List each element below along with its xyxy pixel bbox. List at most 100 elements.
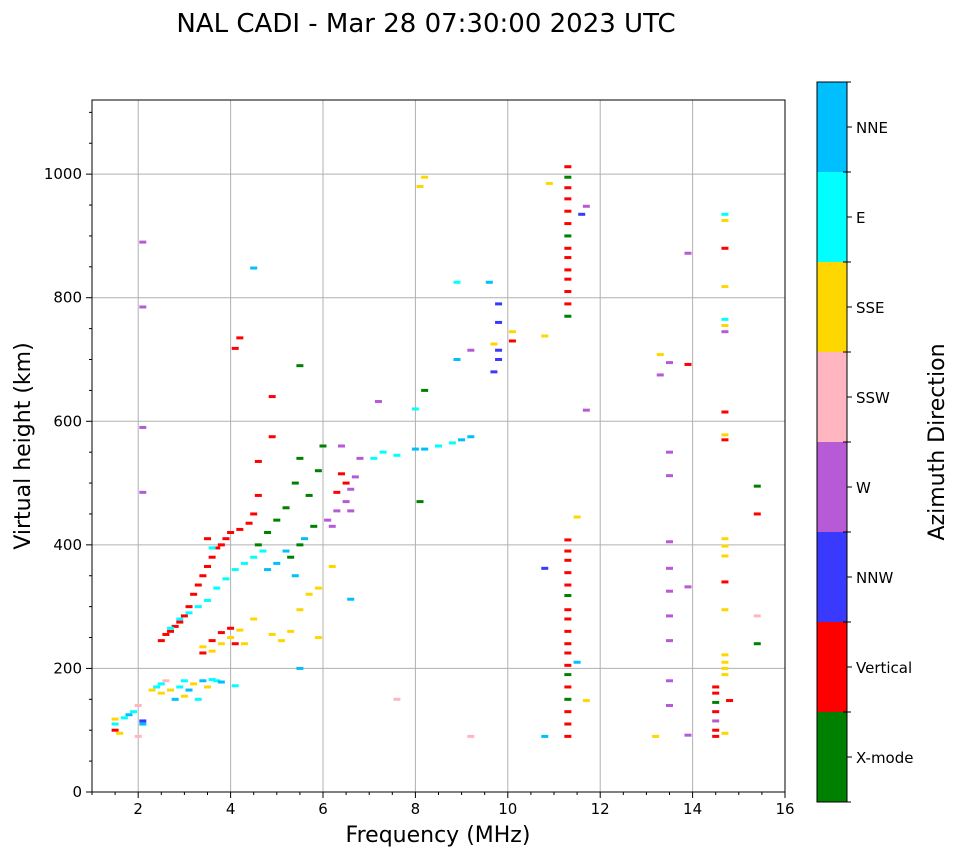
data-point-vertical [204,564,211,568]
data-point-vertical [721,410,729,414]
data-point-w [467,348,475,352]
data-point-sse [545,181,553,185]
data-point-vertical [564,165,572,169]
data-point-w [347,509,355,513]
x-tick-label: 14 [683,800,702,818]
data-point-e [435,444,442,448]
data-point-vertical [217,543,225,547]
y-tick-label: 1000 [44,165,82,183]
data-point-x-mode [712,700,720,704]
data-point-sse [240,642,248,646]
data-point-vertical [180,614,188,618]
data-point-w [337,444,345,448]
data-point-w [328,524,336,528]
data-point-w [666,704,673,707]
data-point-x-mode [564,673,572,677]
data-point-vertical [721,246,729,250]
data-point-sse [268,632,276,636]
data-point-ssw [134,704,142,707]
data-point-ssw [134,734,142,738]
data-point-x-mode [753,484,761,488]
data-point-sse [721,324,729,328]
data-point-e [721,212,729,216]
data-point-w [139,305,147,309]
data-point-e [157,682,165,686]
data-point-w [356,456,364,460]
x-tick-label: 6 [318,800,328,818]
data-point-e [120,716,128,720]
data-point-nne [458,438,466,442]
axis-ticks: 2 4 6 8 10 12 14 16 0 200 400 600 800 1000 [44,111,795,818]
data-point-w [666,566,673,570]
data-point-sse [157,691,165,695]
data-point-sse [314,636,322,640]
data-point-nne [485,280,493,284]
data-point-sse [148,688,156,692]
data-point-ssw [753,614,761,618]
data-point-e [231,684,239,688]
data-point-vertical [337,472,345,476]
data-point-e [259,549,267,553]
data-point-vertical [753,512,761,516]
data-point-e [393,453,401,457]
data-point-w [666,361,673,365]
data-point-w [324,518,332,522]
colorbar-segment-nne [817,82,847,172]
data-point-e [250,555,258,559]
data-point-nne [217,680,225,684]
data-point-nne [139,722,147,726]
y-tick-label: 400 [53,536,82,554]
colorbar-tick-label: Vertical [856,659,912,677]
colorbar-frame [816,81,848,803]
data-point-vertical [564,256,572,260]
data-point-vertical [227,626,235,630]
data-point-vertical [564,651,572,655]
data-point-sse [236,628,244,632]
data-point-w [139,490,147,494]
data-point-w [351,475,359,479]
data-point-vertical [222,537,230,541]
data-point-w [656,373,664,377]
data-point-sse [721,537,729,541]
data-point-nne [125,713,133,717]
data-point-x-mode [291,481,299,485]
colorbar-tick-label: SSW [856,389,890,407]
data-point-e [411,407,419,411]
data-point-w [684,585,692,589]
data-point-vertical [208,555,216,559]
data-point-sse [652,734,660,738]
data-point-vertical [190,592,198,596]
data-points [111,165,761,738]
data-point-sse [250,617,258,621]
data-point-sse [199,645,207,649]
data-point-e [194,697,202,701]
colorbar-segment-vertical [817,622,847,712]
data-point-x-mode [416,500,424,504]
data-point-x-mode [564,594,572,598]
data-point-nne [282,549,290,553]
data-point-vertical [564,583,572,587]
data-point-nnw [490,370,498,374]
data-point-sse [204,685,211,689]
data-point-x-mode [296,456,304,460]
colorbar-segment-sse [817,262,847,352]
data-point-vertical [199,651,207,655]
data-point-vertical [564,685,572,689]
data-point-nne [541,734,549,738]
data-point-vertical [111,728,119,732]
data-point-vertical [564,734,572,738]
data-point-nne [347,597,355,601]
data-point-w [347,487,355,491]
data-point-sse [721,218,729,222]
data-point-sse [721,666,729,670]
grid [92,100,785,792]
data-point-vertical [564,268,572,272]
data-point-e [240,561,248,565]
data-point-vertical [254,459,262,463]
data-point-e [204,598,211,602]
data-point-sse [296,608,304,612]
data-point-sse [721,433,729,437]
data-point-sse [416,185,424,188]
data-point-sse [305,592,313,596]
data-point-vertical [157,639,165,643]
